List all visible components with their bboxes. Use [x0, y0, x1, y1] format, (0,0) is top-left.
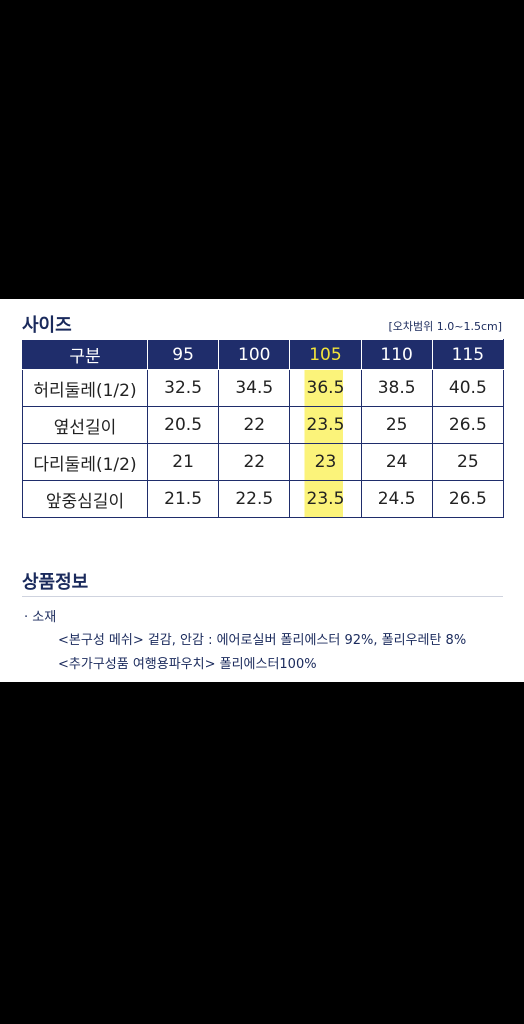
table-cell: 26.5 [431, 480, 504, 518]
table-cell: 38.5 [360, 369, 433, 407]
table-cell-highlighted: 23.5 [289, 406, 362, 444]
size-header: 95 [146, 339, 220, 370]
table-row: 다리둘레(1/2) 21 22 23 24 25 [22, 443, 504, 481]
table-cell-highlighted: 36.5 [289, 369, 362, 407]
table-cell: 34.5 [218, 369, 291, 407]
size-info-panel: 사이즈 [오차범위 1.0~1.5cm] 구분 95 100 105 110 1… [0, 299, 524, 682]
table-cell: 20.5 [146, 406, 220, 444]
table-cell-highlighted: 23 [289, 443, 362, 481]
table-cell: 32.5 [146, 369, 220, 407]
row-label: 옆선길이 [22, 406, 148, 444]
size-header-highlighted: 105 [289, 339, 362, 370]
table-row: 앞중심길이 21.5 22.5 23.5 24.5 26.5 [22, 480, 504, 518]
table-cell: 26.5 [431, 406, 504, 444]
size-table: 구분 95 100 105 110 115 허리둘레(1/2) 32.5 34.… [22, 339, 504, 518]
material-line-main: <본구성 메쉬> 겉감, 안감 : 에어로실버 폴리에스터 92%, 폴리우레탄… [58, 633, 467, 648]
table-cell-highlighted: 23.5 [289, 480, 362, 518]
material-line-pouch: <추가구성품 여행용파우치> 폴리에스터100% [58, 657, 317, 672]
table-row: 허리둘레(1/2) 32.5 34.5 36.5 38.5 40.5 [22, 369, 504, 407]
table-cell: 22.5 [218, 480, 291, 518]
tolerance-note: [오차범위 1.0~1.5cm] [388, 320, 502, 333]
table-cell: 40.5 [431, 369, 504, 407]
size-header: 115 [431, 339, 504, 370]
row-label: 앞중심길이 [22, 480, 148, 518]
table-row: 옆선길이 20.5 22 23.5 25 26.5 [22, 406, 504, 444]
material-label: · 소재 [24, 610, 57, 625]
table-cell: 22 [218, 443, 291, 481]
table-cell: 22 [218, 406, 291, 444]
table-cell: 25 [431, 443, 504, 481]
size-header: 100 [218, 339, 291, 370]
header-label: 구분 [22, 339, 148, 370]
table-cell: 24 [360, 443, 433, 481]
section-divider [22, 596, 503, 597]
table-cell: 25 [360, 406, 433, 444]
size-section-title: 사이즈 [22, 315, 72, 336]
size-header: 110 [360, 339, 433, 370]
row-label: 허리둘레(1/2) [22, 369, 148, 407]
table-cell: 24.5 [360, 480, 433, 518]
row-label: 다리둘레(1/2) [22, 443, 148, 481]
size-header-row: 구분 95 100 105 110 115 [22, 339, 504, 370]
table-cell: 21 [146, 443, 220, 481]
product-info-title: 상품정보 [22, 572, 89, 593]
table-cell: 21.5 [146, 480, 220, 518]
